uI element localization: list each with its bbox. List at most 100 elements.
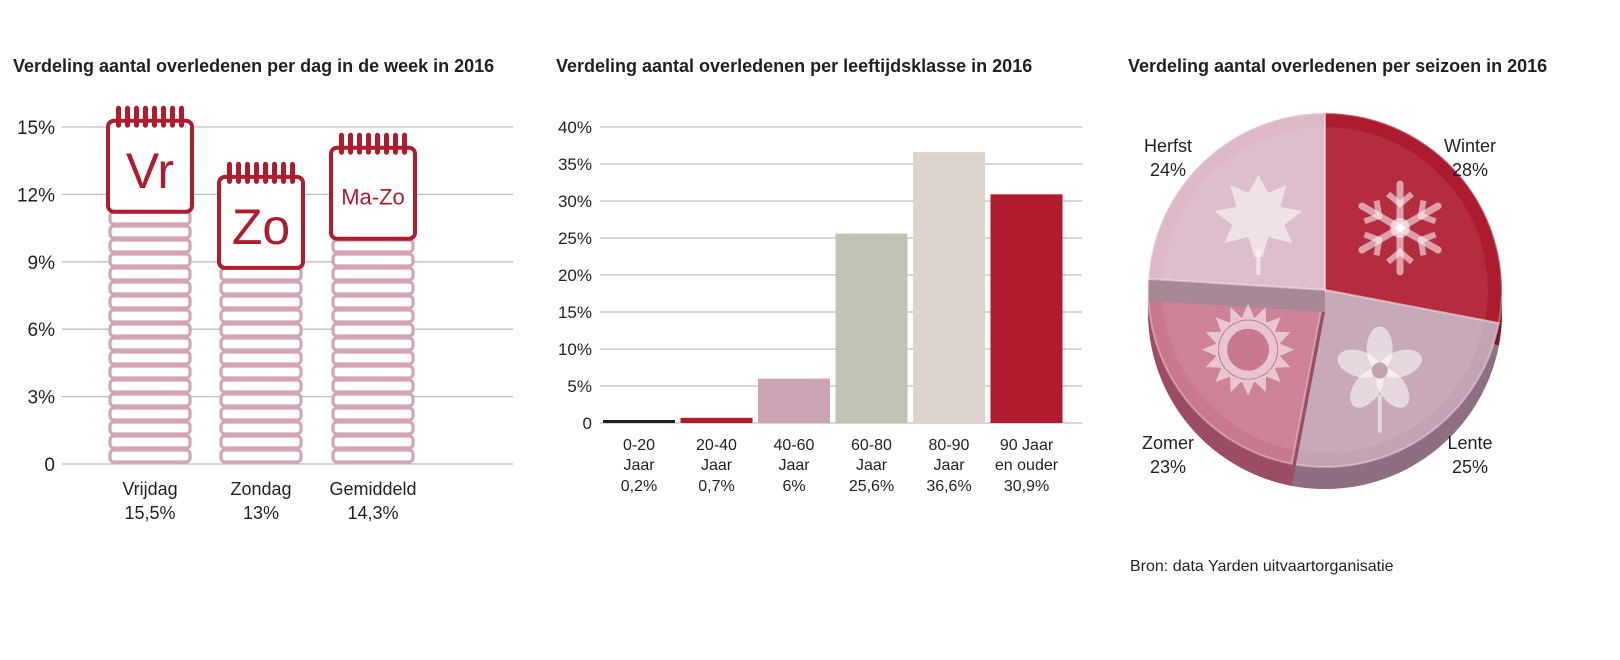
age-category-sublabel: Jaar [933, 457, 965, 474]
season-value-label: 24% [1150, 160, 1186, 180]
day-bar-segment [108, 336, 192, 352]
sun-ray [1205, 354, 1224, 368]
age-y-tick-label: 35% [558, 155, 592, 174]
day-category-label: Gemiddeld [329, 479, 416, 499]
day-bar-segment [219, 350, 303, 366]
calendar-icon-frame [217, 174, 305, 270]
calendar-ring [254, 161, 259, 184]
calendar-ring [366, 132, 371, 155]
day-bar-segment [108, 266, 192, 282]
snowflake-branch [1417, 231, 1437, 256]
day-bar-zondag: Zo Zondag 13% [217, 161, 305, 523]
sun-ray [1278, 342, 1295, 357]
age-y-tick-label: 0 [583, 414, 592, 433]
day-bar-segment [331, 350, 415, 366]
age-y-tick-label: 5% [567, 377, 592, 396]
calendar-ring [116, 105, 121, 128]
source-note: Bron: data Yarden uitvaartorganisatie [1130, 558, 1394, 575]
age-category-sublabel: Jaar [856, 457, 888, 474]
day-bar-segment [108, 210, 192, 226]
day-y-tick-label: 15% [17, 118, 55, 139]
age-category-sublabel: Jaar [778, 457, 810, 474]
day-y-tick-label: 6% [28, 320, 56, 341]
sun-ray [1253, 307, 1267, 325]
day-bar-segment [331, 308, 415, 324]
day-bar-segment [331, 280, 415, 296]
calendar-day-label: Vr [126, 143, 174, 199]
age-bar-group: 80-90 Jaar 36,6% [913, 152, 985, 495]
age-value-label: 36,6% [926, 478, 971, 495]
age-bar [603, 420, 675, 423]
day-bar-stack [219, 266, 303, 464]
day-bar-segment [108, 252, 192, 268]
age-bar [835, 233, 908, 423]
calendar-ring [281, 161, 286, 184]
day-bar-segment [108, 392, 192, 408]
day-category-label: Vrijdag [122, 479, 177, 499]
calendar-day-label: Zo [232, 199, 290, 255]
sun-ray [1264, 365, 1281, 383]
day-bar-segment [331, 252, 415, 268]
day-bar-stack [108, 210, 192, 464]
day-bar-segment [331, 420, 415, 436]
day-bar-segment [219, 336, 303, 352]
sun-ray [1230, 307, 1244, 325]
calendar-ring [179, 105, 184, 128]
snowflake-branch [1417, 200, 1437, 225]
sun-inner [1227, 328, 1270, 371]
sun-ray [1205, 331, 1224, 345]
age-bar [758, 378, 830, 423]
snowflake-branch [1386, 191, 1414, 208]
age-category-label: 90 Jaar [1000, 437, 1054, 454]
age-bar [913, 152, 985, 423]
calendar-ring [393, 132, 398, 155]
age-bar-group: 90 Jaar en ouder 30,9% [990, 194, 1063, 495]
age-category-label: 0-20 [623, 437, 655, 454]
calendar-icon-frame [329, 145, 417, 241]
snowflake-branch [1363, 231, 1383, 256]
calendar-ring [134, 105, 139, 128]
age-bar-group: 40-60 Jaar 6% [758, 378, 830, 495]
age-y-tick-label: 10% [558, 340, 592, 359]
day-bar-segment [331, 448, 415, 464]
day-bar-segment [108, 350, 192, 366]
day-bar-segment [219, 448, 303, 464]
day-bar-stack [331, 238, 415, 464]
day-bar-segment [219, 406, 303, 422]
age-category-label: 60-80 [851, 437, 892, 454]
day-y-tick-label: 3% [28, 388, 56, 409]
age-y-tick-label: 15% [558, 303, 592, 322]
flower-petal [1337, 349, 1381, 378]
calendar-ring [272, 161, 277, 184]
season-label: Zomer [1142, 433, 1194, 453]
calendar-ring [227, 161, 232, 184]
calendar-icon: Zo [217, 161, 305, 270]
calendar-ring [339, 132, 344, 155]
calendar-ring [375, 132, 380, 155]
flower-petal [1350, 368, 1384, 408]
snowflake-branch [1386, 248, 1414, 265]
day-bar-segment [331, 238, 415, 254]
leaf-icon [1214, 175, 1303, 276]
day-bar-segment [219, 294, 303, 310]
day-bar-segment [108, 294, 192, 310]
flower-icon [1337, 326, 1422, 433]
chart-title-age: Verdeling aantal overledenen per leeftij… [556, 56, 1033, 76]
day-bar-segment [108, 406, 192, 422]
day-bar-segment [331, 322, 415, 338]
day-bar-segment [108, 420, 192, 436]
day-bar-segment [219, 378, 303, 394]
age-category-sublabel: Jaar [623, 457, 655, 474]
day-value-label: 14,3% [347, 503, 398, 523]
calendar-ring [384, 132, 389, 155]
calendar-ring [161, 105, 166, 128]
day-bar-segment [331, 406, 415, 422]
day-bar-segment [219, 364, 303, 380]
sun-ray [1253, 374, 1267, 393]
age-value-label: 6% [782, 478, 805, 495]
day-bar-segment [331, 294, 415, 310]
season-label: Lente [1447, 433, 1492, 453]
day-bar-segment [219, 434, 303, 450]
snowflake-branch [1363, 200, 1383, 225]
age-bar-group: 20-40 Jaar 0,7% [680, 417, 753, 495]
